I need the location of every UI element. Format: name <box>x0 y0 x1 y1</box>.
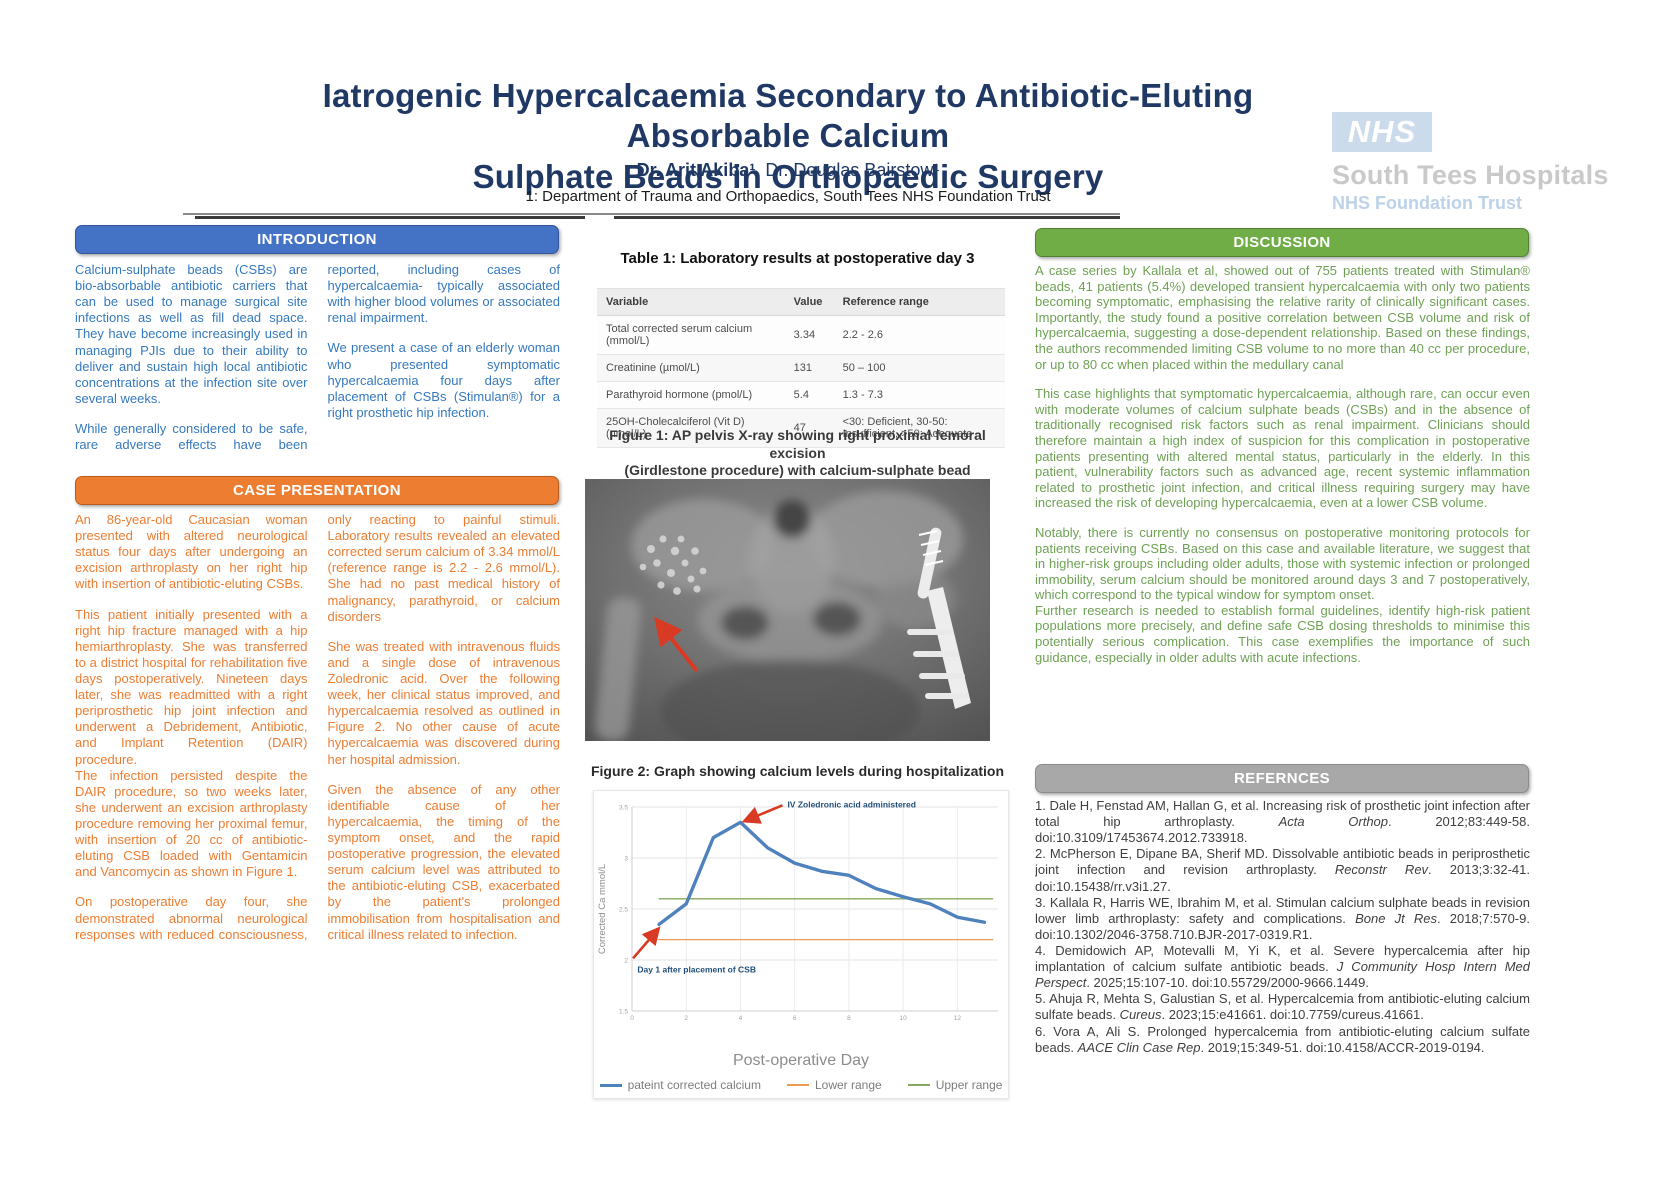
legend-line-icon <box>786 1084 809 1086</box>
references-list: 1. Dale H, Fenstad AM, Hallan G, et al. … <box>1035 798 1530 1066</box>
nhs-logo-org: South Tees Hospitals <box>1332 160 1609 190</box>
reference-item: 1. Dale H, Fenstad AM, Hallan G, et al. … <box>1035 798 1530 846</box>
xray-image <box>585 479 990 741</box>
table-header-row: Variable Value Reference range <box>597 288 1005 316</box>
svg-text:12: 12 <box>954 1015 962 1022</box>
legend-label: pateint corrected calcium <box>627 1078 761 1092</box>
svg-text:0: 0 <box>630 1015 634 1022</box>
cell-variable: 25OH-Cholecalciferol (Vit D) (nmol/L) <box>597 408 785 448</box>
nhs-logo-box: NHS <box>1332 112 1432 152</box>
table-row: Parathyroid hormone (pmol/L) 5.4 1.3 - 7… <box>597 381 1005 409</box>
discussion-paragraph: A case series by Kallala et al, showed o… <box>1035 263 1530 372</box>
poster-title-line1: Iatrogenic Hypercalcaemia Secondary to A… <box>322 77 1254 155</box>
svg-text:2: 2 <box>624 958 628 965</box>
hip-implant <box>907 527 971 709</box>
introduction-paragraph: Calcium-sulphate beads (CSBs) are bio-ab… <box>75 262 308 406</box>
figure1-caption-line1: Figure 1: AP pelvis X-ray showing right … <box>609 427 986 461</box>
introduction-paragraph: We present a case of an elderly woman wh… <box>327 340 561 420</box>
cell-range: <30: Deficient, 30-50: Insufficient, >50… <box>833 408 1005 448</box>
author-secondary: , Dr. Douglas Bairstow¹ <box>755 160 940 180</box>
header-divider-dark-middle <box>614 216 1120 219</box>
discussion-paragraph: This case highlights that symptomatic hy… <box>1035 386 1530 511</box>
calcium-line-chart: 1.5 2 2.5 3 3.5 0 2 4 6 8 10 12 Corrected Ca mmol/L I… <box>597 799 998 1022</box>
poster-title: Iatrogenic Hypercalcaemia Secondary to A… <box>238 76 1338 197</box>
svg-text:4: 4 <box>739 1015 743 1022</box>
svg-text:Day 1 after placement of CSB: Day 1 after placement of CSB <box>637 964 756 974</box>
svg-text:8: 8 <box>847 1015 851 1022</box>
cell-variable: Parathyroid hormone (pmol/L) <box>597 381 785 409</box>
table-row: Creatinine (µmol/L) 131 50 – 100 <box>597 354 1005 382</box>
calcium-sulphate-beads <box>639 535 707 595</box>
nhs-logo: NHS South Tees Hospitals NHS Foundation … <box>1332 112 1612 214</box>
cell-range: 1.3 - 7.3 <box>833 381 1005 409</box>
introduction-header: INTRODUCTION <box>75 225 559 254</box>
svg-text:6: 6 <box>793 1015 797 1022</box>
cell-value: 47 <box>784 408 834 448</box>
pelvis-anatomy <box>594 491 963 741</box>
header-divider-dark-left <box>195 216 585 219</box>
svg-text:2.5: 2.5 <box>619 907 628 914</box>
references-header: REFERNCES <box>1035 764 1529 793</box>
discussion-paragraph: Notably, there is currently no consensus… <box>1035 524 1530 603</box>
red-arrow-icon <box>654 616 699 673</box>
discussion-header: DISCUSSION <box>1035 228 1529 257</box>
reference-item: 6. Vora A, Ali S. Prolonged hypercalcemi… <box>1035 1023 1530 1055</box>
introduction-paragraph: While generally considered to be safe, r… <box>75 262 560 453</box>
byline: Dr. Arit Akiba¹, Dr. Douglas Bairstow¹ <box>238 160 1338 181</box>
legend-label: Upper range <box>935 1078 1003 1092</box>
table-row: 25OH-Cholecalciferol (Vit D) (nmol/L) 47… <box>597 408 1005 448</box>
introduction-text: Calcium-sulphate beads (CSBs) are bio-ab… <box>75 262 560 470</box>
cell-value: 5.4 <box>784 381 834 409</box>
nhs-logo-sub: NHS Foundation Trust <box>1332 193 1522 213</box>
cell-variable: Total corrected serum calcium (mmol/L) <box>597 315 785 355</box>
discussion-paragraph: Further research is needed to establish … <box>1035 602 1530 665</box>
cell-range: 2.2 - 2.6 <box>833 315 1005 355</box>
cell-value: 131 <box>784 354 834 382</box>
header-divider <box>183 213 1120 215</box>
legend-line-icon <box>599 1083 622 1087</box>
x-axis-label: Post-operative Day <box>732 1052 870 1069</box>
poster-title-line2: Sulphate Beads in Orthopaedic Surgery <box>472 157 1104 195</box>
legend-item-lower-range: Lower range <box>786 1078 882 1092</box>
svg-text:3: 3 <box>624 856 628 863</box>
svg-text:2: 2 <box>684 1015 688 1022</box>
reference-item: 3. Kallala R, Harris WE, Ibrahim M, et a… <box>1035 894 1530 942</box>
case-paragraph: This patient initially presented with a … <box>75 606 308 767</box>
case-paragraph: On postoperative day four, she demonstra… <box>75 512 560 942</box>
svg-text:3.5: 3.5 <box>619 805 628 812</box>
cell-variable: Creatinine (µmol/L) <box>597 354 785 382</box>
cell-range: 50 – 100 <box>833 354 1005 382</box>
legend-item-patient: pateint corrected calcium <box>599 1078 761 1092</box>
legend-item-upper-range: Upper range <box>907 1078 1003 1092</box>
legend-label: Lower range <box>814 1078 882 1092</box>
col-value: Value <box>784 288 834 316</box>
col-reference-range: Reference range <box>833 288 1005 316</box>
table1-title: Table 1: Laboratory results at postopera… <box>620 250 975 267</box>
svg-text:Corrected Ca mmol/L: Corrected Ca mmol/L <box>597 864 608 954</box>
svg-text:IV Zoledronic acid administere: IV Zoledronic acid administered <box>787 799 915 809</box>
reference-item: 4. Demidowich AP, Motevalli M, Yi K, et … <box>1035 942 1530 991</box>
case-presentation-header: CASE PRESENTATION <box>75 476 559 505</box>
svg-text:10: 10 <box>899 1015 907 1022</box>
cell-value: 3.34 <box>784 315 834 355</box>
case-paragraph: The infection persisted despite the DAIR… <box>75 767 308 880</box>
reference-item: 2. McPherson E, Dipane BA, Sherif MD. Di… <box>1035 846 1530 894</box>
col-variable: Variable <box>597 288 785 316</box>
lab-results-table: Variable Value Reference range Total cor… <box>597 288 1005 448</box>
svg-text:1.5: 1.5 <box>619 1009 628 1016</box>
table-row: Total corrected serum calcium (mmol/L) 3… <box>597 315 1005 355</box>
chart-legend: pateint corrected calcium Lower range Up… <box>594 1078 1008 1092</box>
figure2-chart: 1.5 2 2.5 3 3.5 0 2 4 6 8 10 12 Corrected Ca mmol/L I… <box>593 790 1009 1099</box>
legend-line-icon <box>907 1084 930 1086</box>
case-paragraph: Given the absence of any other identifia… <box>327 781 561 942</box>
reference-item: 5. Ahuja R, Mehta S, Galustian S, et al.… <box>1035 991 1530 1023</box>
affiliation: 1: Department of Trauma and Orthopaedics… <box>525 188 1051 205</box>
case-presentation-text: An 86-year-old Caucasian woman presented… <box>75 512 560 1068</box>
discussion-text: A case series by Kallala et al, showed o… <box>1035 263 1530 759</box>
case-paragraph: She was treated with intravenous fluids … <box>327 638 561 767</box>
figure2-caption: Figure 2: Graph showing calcium levels d… <box>590 763 1005 779</box>
author-primary: Dr. Arit Akiba¹ <box>636 160 756 180</box>
case-paragraph: An 86-year-old Caucasian woman presented… <box>75 512 308 592</box>
